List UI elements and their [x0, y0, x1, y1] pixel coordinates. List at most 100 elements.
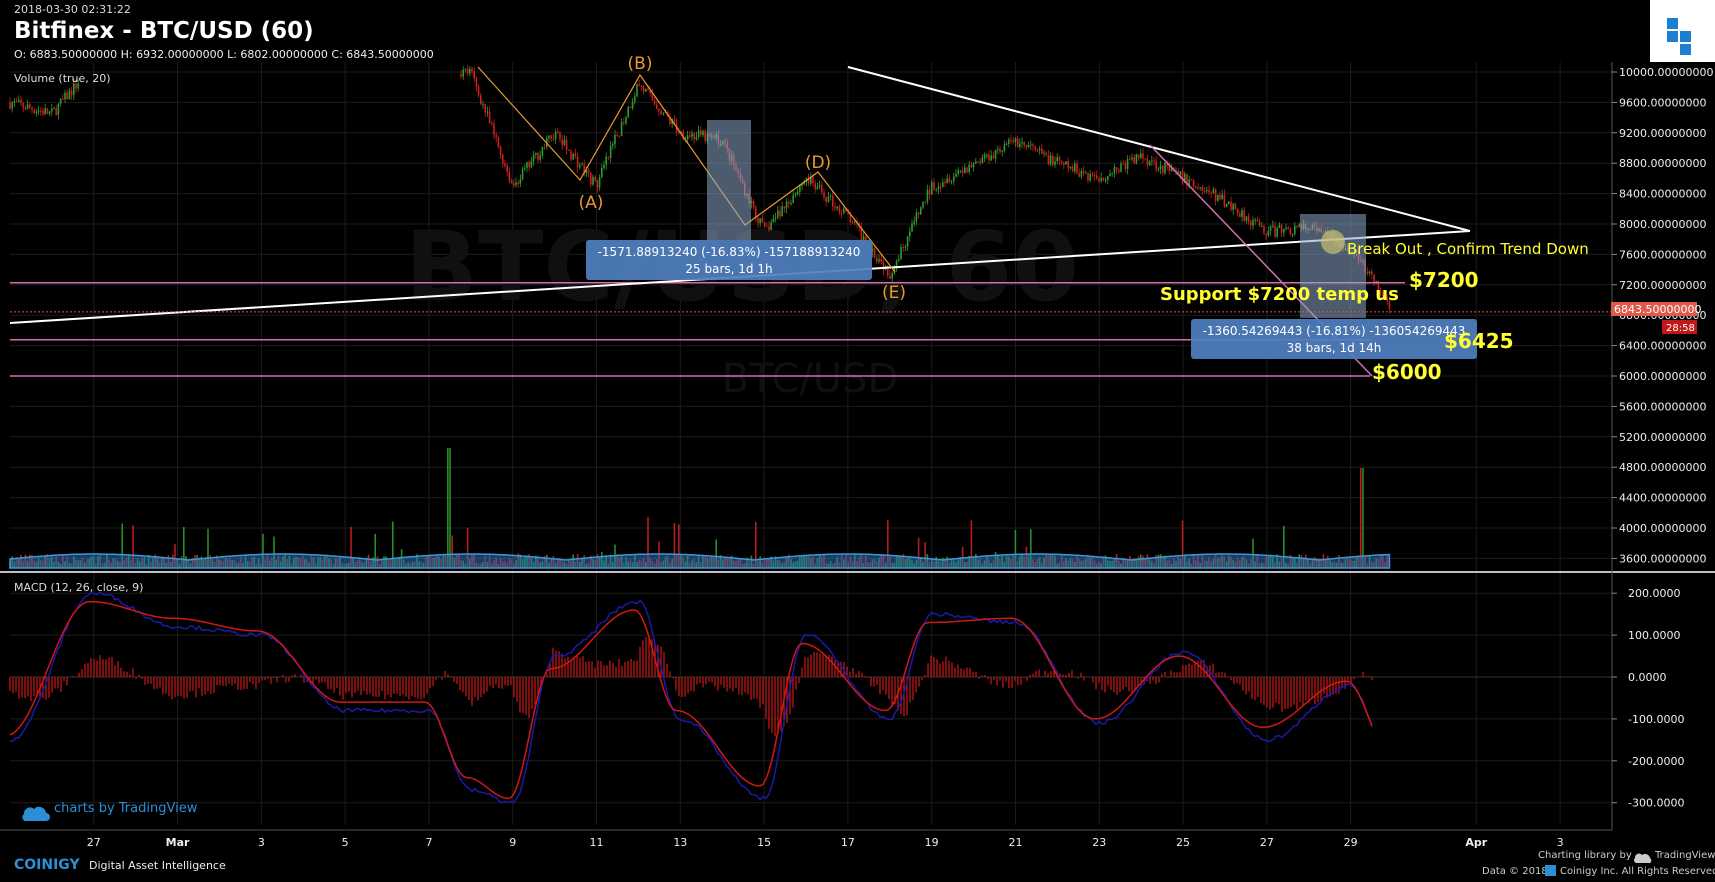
wave-label-d: (D): [805, 153, 831, 173]
volume-bar: [924, 542, 926, 568]
candle-body: [627, 106, 629, 118]
candle-body: [590, 172, 592, 185]
charting-library-credit: Charting library by: [1538, 850, 1632, 861]
time-axis-label: 13: [673, 836, 687, 849]
candle-body: [814, 183, 816, 190]
candle-body: [752, 200, 755, 208]
candle-body: [1118, 169, 1120, 172]
candle-body: [920, 207, 922, 215]
candle-body: [466, 68, 469, 74]
candle-body: [491, 122, 493, 124]
candle-body: [471, 68, 473, 72]
candle-body: [618, 135, 621, 137]
candle-body: [601, 167, 603, 178]
candle-body: [792, 195, 794, 204]
time-axis-label: Apr: [1465, 836, 1487, 849]
candle-body: [1252, 219, 1254, 226]
candle-body: [898, 259, 900, 261]
candle-body: [532, 154, 535, 162]
candle-body: [1104, 180, 1107, 182]
volume-bar: [917, 537, 920, 568]
tradingview-logo-icon[interactable]: [1650, 0, 1715, 62]
candle-body: [517, 182, 519, 184]
candle-body: [1008, 139, 1010, 144]
candle-body: [539, 155, 541, 160]
candle-body: [1208, 189, 1210, 193]
candle-body: [634, 96, 636, 102]
candle-body: [1212, 189, 1215, 194]
signal-line: [9, 600, 1373, 800]
candle-body: [981, 157, 984, 163]
breakout-annotation: Break Out , Confirm Trend Down: [1347, 240, 1589, 258]
candle-body: [48, 111, 51, 114]
volume-bar: [1030, 529, 1032, 568]
volume-bar: [207, 528, 209, 568]
candle-body: [497, 137, 500, 147]
candle-body: [1181, 171, 1184, 183]
candle-body: [1135, 154, 1138, 164]
candle-body: [1032, 144, 1034, 147]
candle-body: [559, 132, 561, 140]
candle-body: [1049, 155, 1052, 165]
candle-body: [59, 98, 62, 104]
candle-body: [931, 182, 933, 195]
candle-body: [1023, 141, 1025, 146]
candle-body: [552, 138, 555, 140]
price-axis-label: 9200.00000000: [1619, 127, 1706, 140]
candle-body: [1234, 203, 1237, 209]
price-axis-label: 5600.00000000: [1619, 400, 1706, 413]
volume-indicator-label[interactable]: Volume (true, 20): [14, 72, 111, 85]
tradingview-credit[interactable]: charts by TradingView: [54, 801, 198, 816]
candle-body: [904, 246, 907, 248]
measure-box-1[interactable]: [586, 240, 872, 280]
candle-body: [1206, 189, 1208, 192]
candle-body: [799, 185, 801, 192]
candle-body: [629, 106, 632, 108]
candle-body: [594, 176, 596, 181]
candle-body: [766, 226, 768, 228]
candle-body: [1142, 153, 1144, 159]
macd-indicator-label[interactable]: MACD (12, 26, close, 9): [14, 581, 143, 594]
macd-axis-label: -200.0000: [1628, 755, 1684, 768]
candle-body: [502, 154, 504, 164]
candle-body: [1258, 221, 1261, 227]
candle-body: [922, 201, 924, 208]
candle-body: [700, 130, 702, 136]
candle-body: [29, 104, 31, 108]
candle-body: [777, 210, 779, 218]
candle-body: [1232, 203, 1234, 210]
candle-body: [649, 89, 651, 94]
candle-body: [1060, 160, 1063, 163]
candle-body: [1269, 226, 1272, 231]
candle-body: [781, 206, 783, 217]
measure-box-2[interactable]: [1191, 319, 1477, 359]
candle-body: [847, 211, 849, 215]
candle-body: [1195, 186, 1197, 188]
price-axis-label: 6400.00000000: [1619, 340, 1706, 353]
volume-bar: [449, 448, 451, 568]
candle-body: [1025, 145, 1028, 148]
time-axis-label: 25: [1176, 836, 1190, 849]
candle-body: [31, 107, 33, 111]
time-axis-label: 23: [1092, 836, 1106, 849]
candle-body: [484, 104, 486, 113]
candle-body: [1186, 173, 1188, 186]
candle-body: [1371, 271, 1373, 275]
candle-body: [801, 184, 803, 186]
coinigy-logo-text: COINIGY: [14, 857, 80, 873]
price-axis-label: 4800.00000000: [1619, 461, 1706, 474]
candle-body: [460, 74, 462, 77]
data-credit: Data © 2018: [1482, 866, 1548, 877]
candle-body: [693, 133, 695, 140]
candle-body: [550, 135, 552, 139]
candle-body: [1377, 280, 1380, 291]
candle-body: [1021, 141, 1023, 144]
time-axis-label: 11: [590, 836, 604, 849]
candle-body: [13, 101, 16, 103]
price-axis-label: 9600.00000000: [1619, 96, 1706, 109]
data-company: Coinigy Inc. All Rights Reserved.: [1560, 866, 1715, 877]
price-axis-label: 3600.00000000: [1619, 552, 1706, 565]
candle-body: [1184, 173, 1186, 183]
candle-body: [1197, 187, 1199, 189]
